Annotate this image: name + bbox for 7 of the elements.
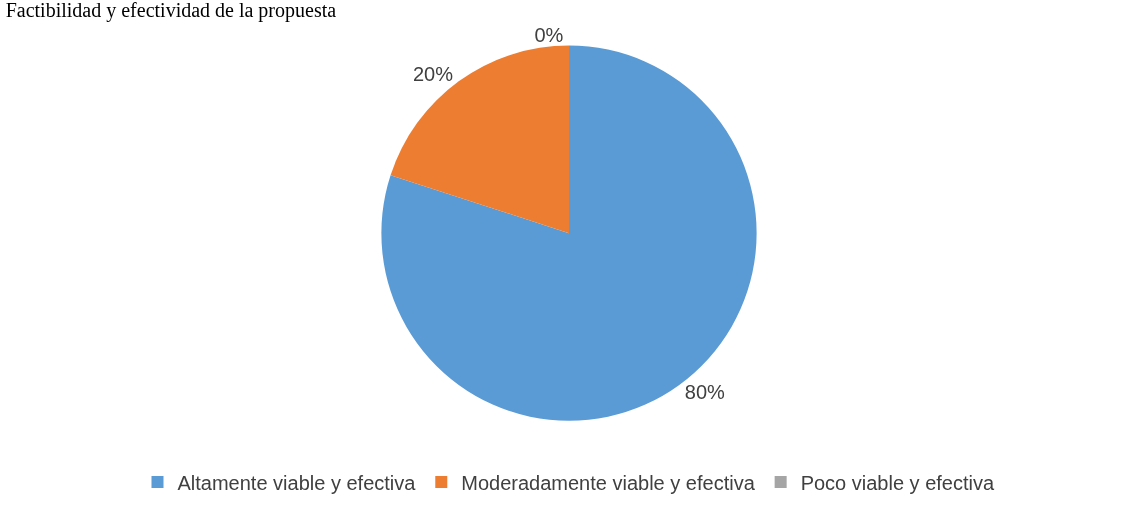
legend-label: Poco viable y efectiva bbox=[800, 471, 995, 494]
legend-label: Altamente viable y efectiva bbox=[177, 471, 417, 494]
data-label: 80% bbox=[684, 381, 726, 404]
chart-title: Factibilidad y efectividad de la propuesta bbox=[5, 0, 337, 22]
text: 0% bbox=[534, 23, 564, 46]
data-label: 20% bbox=[412, 63, 454, 86]
legend-label: Moderadamente viable y efectiva bbox=[461, 471, 756, 494]
